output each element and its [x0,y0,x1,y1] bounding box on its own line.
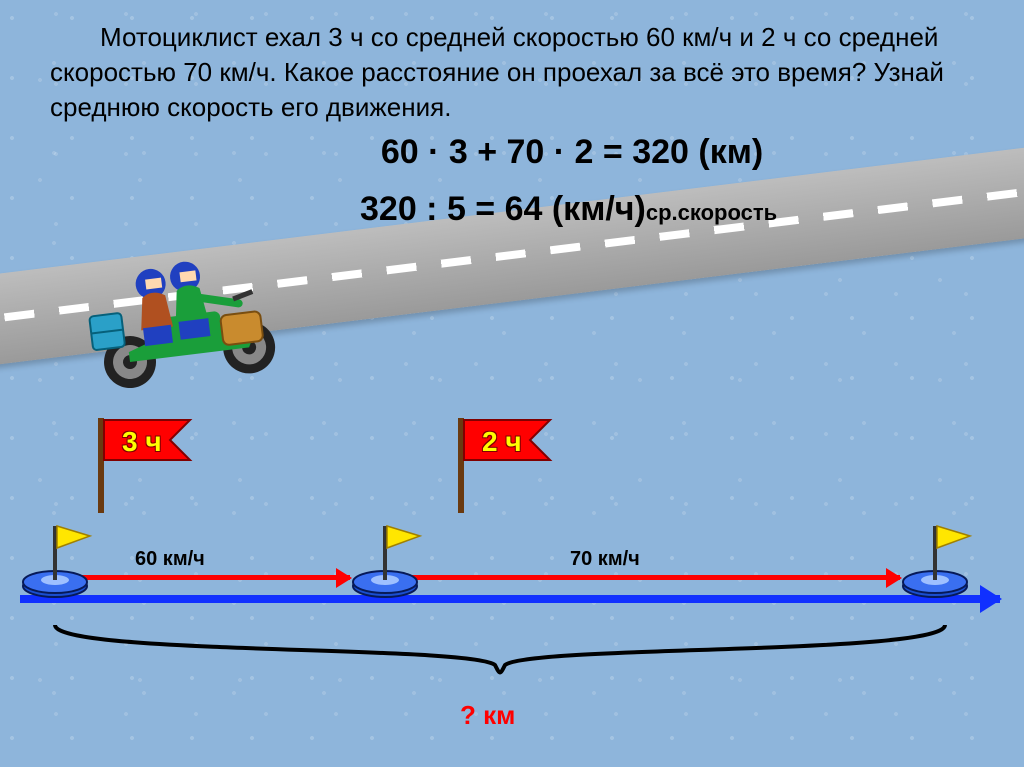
problem-text: Мотоциклист ехал 3 ч со средней скорость… [50,20,974,125]
end-marker [900,518,980,603]
solution-line-2: 320 : 5 = 64 (км/ч)ср.скорость [360,190,974,229]
time-flag-2-text: 2 ч [482,426,522,457]
motorcycle-icon [72,233,298,403]
diagram-area: 60 км/ч 70 км/ч 3 ч 2 ч [0,400,1024,760]
start-marker [20,518,100,603]
distance-brace [50,620,950,690]
mid-marker [350,518,430,603]
distance-label: ? км [460,700,515,731]
speed-1-label: 60 км/ч [135,548,205,571]
segment-2-arrow [410,575,900,580]
solution-line-2-main: 320 : 5 = 64 (км/ч) [360,190,646,228]
time-flag-2: 2 ч [460,420,500,452]
solution-line-1: 60 · 3 + 70 · 2 = 320 (км) [170,133,974,172]
time-flag-1: 3 ч [100,420,140,452]
content-area: Мотоциклист ехал 3 ч со средней скорость… [0,0,1024,249]
time-flag-1-text: 3 ч [122,426,162,457]
speed-2-label: 70 км/ч [570,548,640,571]
segment-1-arrow [80,575,350,580]
solution-line-2-sub: ср.скорость [646,200,777,225]
baseline-arrow [20,595,1000,603]
